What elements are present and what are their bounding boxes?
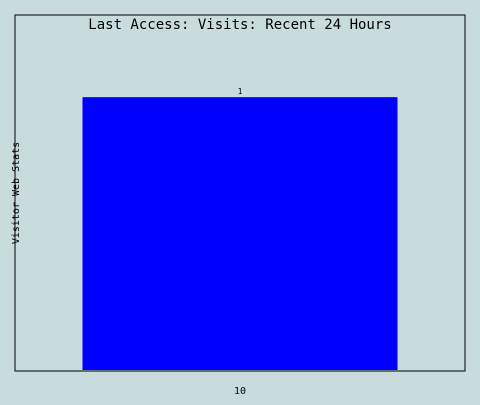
bar-10 — [82, 97, 398, 371]
bars-group: 1 10 — [82, 87, 398, 397]
plot-frame — [14, 14, 466, 372]
x-tick-label: 10 — [234, 386, 246, 397]
chart-title: Last Access: Visits: Recent 24 Hours — [88, 17, 391, 33]
bar-value-label: 1 — [238, 87, 243, 96]
y-axis-label: Visitor Web Stats — [11, 142, 22, 244]
